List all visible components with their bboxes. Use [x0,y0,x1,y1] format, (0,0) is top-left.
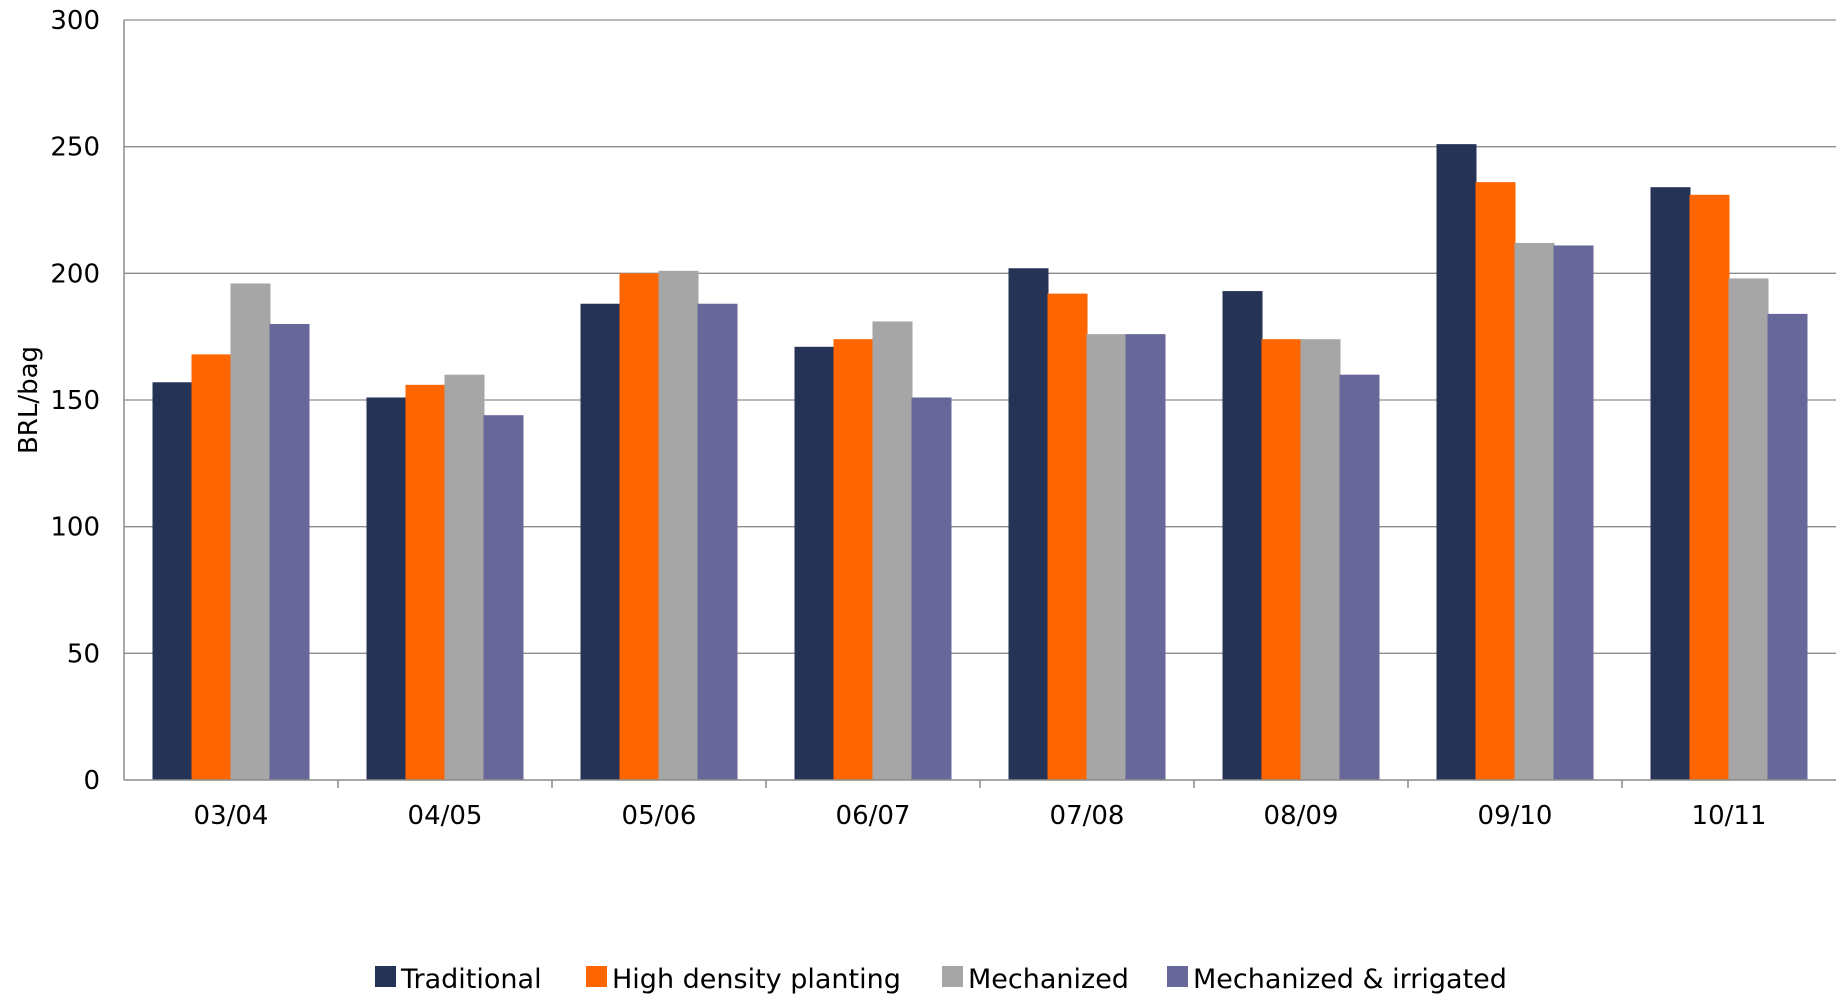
bar [619,273,660,780]
x-tick-label: 09/10 [1478,801,1553,831]
bar [1436,144,1477,781]
bar [1553,245,1594,780]
legend-item: Mechanized & irrigated [1167,964,1507,995]
y-tick-label: 250 [50,133,100,163]
bar [1767,313,1808,780]
legend-swatch [1167,966,1188,987]
bar [483,415,524,780]
bar [1008,268,1049,780]
bar [1339,374,1380,780]
x-tick-label: 03/04 [194,801,269,831]
bar [1261,339,1302,780]
y-tick-label: 0 [83,766,100,796]
bar [152,382,193,780]
y-tick-label: 200 [50,259,100,289]
bar [1222,291,1263,780]
y-tick-label: 50 [67,639,100,669]
legend-label: Mechanized & irrigated [1193,964,1507,995]
legend-item: High density planting [586,964,901,995]
bars [152,144,1808,781]
x-tick-label: 05/06 [622,801,697,831]
bar [658,270,699,780]
legend-label: Mechanized [968,964,1129,995]
legend: Traditional High density planting Mechaniz… [375,964,1507,995]
legend-label: High density planting [612,964,901,995]
legend-swatch [375,966,396,987]
legend-label: Traditional [400,964,542,995]
bar [1086,334,1127,780]
x-tick-label: 10/11 [1692,801,1767,831]
legend-item: Mechanized [942,964,1129,995]
bar [1300,339,1341,780]
bar [580,303,621,780]
bar [230,283,271,780]
x-tick-label: 07/08 [1050,801,1125,831]
bar [1689,194,1730,781]
bar [1475,182,1516,781]
bar [269,324,310,780]
x-tick-label: 08/09 [1264,801,1339,831]
bar [697,303,738,780]
bar [794,346,835,780]
axes: 0 50 100 150 200 250 300 03/04 04/05 05/06 06/07 07… [50,6,1836,831]
y-tick-label: 100 [50,513,100,543]
bar [872,321,913,780]
bar [1125,334,1166,780]
y-tick-label: 150 [50,386,100,416]
y-axis-title: BRL/bag [14,346,44,454]
bar [833,339,874,780]
bar [366,397,407,780]
y-tick-label: 300 [50,6,100,36]
x-tick-label: 06/07 [836,801,911,831]
bar [191,354,232,780]
legend-swatch [586,966,607,987]
bar [405,384,446,780]
legend-swatch [942,966,963,987]
bar [911,397,952,780]
bar [1047,293,1088,780]
legend-item: Traditional [375,964,542,995]
bar [444,374,485,780]
bar [1728,278,1769,780]
x-tick-label: 04/05 [408,801,483,831]
bar [1514,242,1555,780]
bar [1650,187,1691,780]
